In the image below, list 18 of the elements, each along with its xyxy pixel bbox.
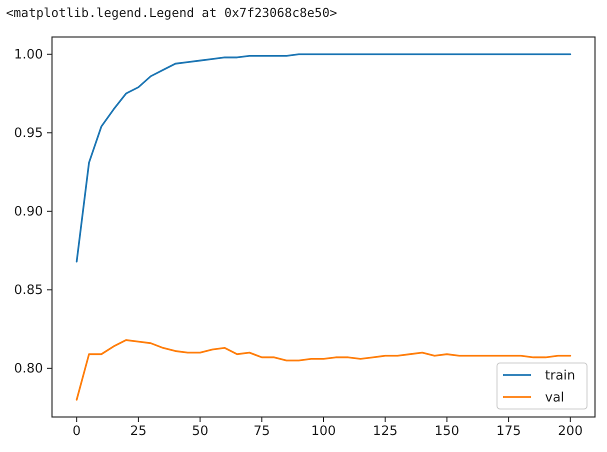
x-tick-label: 50 [192,424,208,440]
x-tick-label: 25 [130,424,147,440]
y-tick-label: 0.95 [14,126,43,141]
y-tick-label: 1.00 [14,47,43,62]
y-tick-label: 0.85 [14,282,43,298]
x-tick-label: 150 [434,424,460,440]
legend-label: val [545,390,564,406]
x-tick-label: 175 [496,424,522,440]
x-tick-label: 200 [558,424,583,440]
x-tick-label: 0 [72,424,81,440]
y-tick-label: 0.90 [14,204,43,220]
y-tick-label: 0.80 [14,361,43,376]
x-tick-label: 100 [311,424,336,440]
x-tick-label: 75 [254,424,270,440]
legend-label: train [545,368,576,384]
text: <matplotlib.legend.Legend at 0x7f23068c8e50> [6,5,338,20]
x-tick-label: 125 [372,424,398,440]
line-series [76,53,572,262]
